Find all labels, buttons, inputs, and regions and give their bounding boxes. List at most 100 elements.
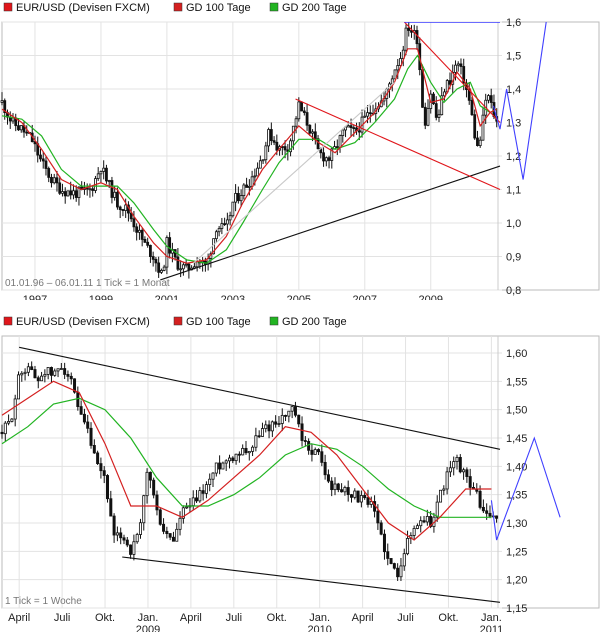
chart-bottom: 1,15 1,20 1,25 1,30 1,35 1,40 1,45 1,50 1,55 1,60… xyxy=(0,316,600,632)
candle-body xyxy=(23,371,27,374)
candle-body xyxy=(217,228,221,233)
candle-body xyxy=(40,375,44,382)
candle-body xyxy=(448,80,452,85)
candle-body xyxy=(481,506,485,512)
candle-body xyxy=(307,440,311,451)
candle-body xyxy=(59,368,63,370)
legend-swatch xyxy=(3,2,13,12)
candle-body xyxy=(225,219,229,225)
candle-body xyxy=(176,256,180,270)
candle-body xyxy=(220,223,224,229)
candle-body xyxy=(313,449,317,455)
candle-body xyxy=(258,160,262,169)
candle-body xyxy=(234,453,238,462)
candle-body xyxy=(143,239,147,243)
candle-body xyxy=(74,190,78,198)
candle-body xyxy=(422,520,426,523)
candle-body xyxy=(129,544,133,555)
candle-body xyxy=(121,209,125,211)
candle-body xyxy=(445,471,449,490)
y-tick-label: 1,50 xyxy=(506,405,527,417)
candle-body xyxy=(231,201,235,217)
candle-body xyxy=(341,129,345,136)
candle-body xyxy=(20,372,24,376)
candle-body xyxy=(224,460,228,464)
candle-body xyxy=(275,141,279,151)
candle-body xyxy=(116,191,119,208)
candle-body xyxy=(343,487,347,493)
candle-body xyxy=(366,497,370,505)
legend-label: GD 100 Tage xyxy=(186,2,251,14)
candle-body xyxy=(454,64,457,73)
candle-body xyxy=(462,66,466,84)
candle-body xyxy=(396,567,400,578)
projection-line xyxy=(490,436,561,541)
y-tick-label: 1,5 xyxy=(506,51,521,63)
candle-body xyxy=(415,525,419,529)
candle-body xyxy=(346,125,350,128)
candle-body xyxy=(208,478,212,485)
candle-body xyxy=(284,414,288,417)
candle-body xyxy=(231,457,235,462)
candle-body xyxy=(58,182,62,194)
candle-body xyxy=(236,193,240,202)
candle-body xyxy=(36,377,40,382)
candle-body xyxy=(138,229,141,233)
candle-body xyxy=(368,112,372,115)
candle-body xyxy=(421,69,424,108)
trendline xyxy=(403,22,501,123)
candle-body xyxy=(363,495,367,499)
candle-body xyxy=(287,410,291,417)
candle-body xyxy=(407,27,411,31)
candle-body xyxy=(175,528,179,542)
candle-body xyxy=(330,148,334,161)
candle-body xyxy=(157,262,161,273)
candle-body xyxy=(406,538,410,555)
candle-body xyxy=(113,191,117,198)
candle-body xyxy=(154,258,158,264)
candle-body xyxy=(0,431,4,435)
candle-body xyxy=(79,406,83,415)
candle-body xyxy=(320,451,324,463)
candle-body xyxy=(485,510,489,514)
legend-swatch xyxy=(269,316,279,326)
x-tick-label: Juli xyxy=(226,612,243,624)
footer-note: 1 Tick = 1 Woche xyxy=(5,596,82,607)
candle-body xyxy=(160,269,163,273)
candle-body xyxy=(146,241,150,246)
candle-body xyxy=(201,490,205,494)
candle-body xyxy=(247,450,251,454)
candle-body xyxy=(228,215,232,221)
candle-body xyxy=(316,138,320,150)
x-tick-label: Okt. xyxy=(95,612,115,624)
candle-body xyxy=(152,479,156,496)
candle-body xyxy=(124,204,128,211)
candle-body xyxy=(99,463,103,472)
candle-body xyxy=(135,534,139,543)
candle-body xyxy=(468,476,472,488)
candle-body xyxy=(376,510,380,524)
y-tick-label: 1,35 xyxy=(506,490,527,502)
trendline xyxy=(122,556,501,603)
candle-body xyxy=(440,95,444,116)
candle-body xyxy=(109,498,113,517)
candle-body xyxy=(277,423,281,425)
candle-body xyxy=(218,462,222,470)
candle-body xyxy=(162,523,166,532)
candle-body xyxy=(69,190,73,196)
candle-body xyxy=(198,490,202,502)
candle-body xyxy=(429,516,433,527)
candle-body xyxy=(289,140,292,153)
candle-body xyxy=(7,421,11,424)
candle-body xyxy=(280,414,284,424)
x-tick-label: 2005 xyxy=(287,294,311,300)
x-tick-label: Juli xyxy=(54,612,71,624)
candle-body xyxy=(386,551,390,559)
candle-body xyxy=(310,449,314,455)
candle-body xyxy=(66,190,70,197)
candle-body xyxy=(19,125,23,131)
candle-body xyxy=(211,472,215,480)
legend-swatch xyxy=(3,316,13,326)
candle-body xyxy=(330,480,334,491)
candle-body xyxy=(223,223,227,226)
